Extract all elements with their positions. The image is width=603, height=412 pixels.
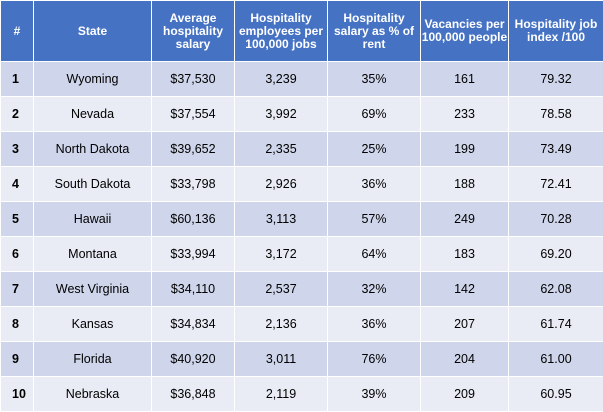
rent-pct-cell: 25% (327, 131, 421, 167)
rank-cell: 3 (0, 131, 34, 167)
table-row: 8 Kansas $34,834 2,136 36% 207 61.74 (0, 306, 603, 342)
table-row: 3 North Dakota $39,652 2,335 25% 199 73.49 (0, 131, 603, 167)
vacancies-cell: 207 (420, 306, 509, 342)
header-job-index: Hospitality job index /100 (508, 0, 603, 62)
rank-cell: 8 (0, 306, 34, 342)
vacancies-cell: 209 (420, 376, 509, 412)
vacancies-cell: 142 (420, 271, 509, 307)
salary-cell: $40,920 (151, 341, 235, 377)
vacancies-cell: 188 (420, 166, 509, 202)
employees-cell: 3,172 (234, 236, 328, 272)
index-cell: 78.58 (508, 96, 603, 132)
index-cell: 72.41 (508, 166, 603, 202)
header-employees-per-100k: Hospitality employees per 100,000 jobs (234, 0, 328, 62)
header-row: # State Average hospitality salary Hospi… (0, 0, 603, 62)
salary-cell: $34,834 (151, 306, 235, 342)
index-cell: 61.00 (508, 341, 603, 377)
table-row: 1 Wyoming $37,530 3,239 35% 161 79.32 (0, 61, 603, 97)
salary-cell: $33,994 (151, 236, 235, 272)
table-row: 6 Montana $33,994 3,172 64% 183 69.20 (0, 236, 603, 272)
employees-cell: 2,136 (234, 306, 328, 342)
index-cell: 70.28 (508, 201, 603, 237)
index-cell: 62.08 (508, 271, 603, 307)
employees-cell: 2,926 (234, 166, 328, 202)
header-salary-pct-rent: Hospitality salary as % of rent (327, 0, 421, 62)
table-row: 9 Florida $40,920 3,011 76% 204 61.00 (0, 341, 603, 377)
rent-pct-cell: 36% (327, 306, 421, 342)
vacancies-cell: 204 (420, 341, 509, 377)
salary-cell: $36,848 (151, 376, 235, 412)
rank-cell: 2 (0, 96, 34, 132)
table-body: 1 Wyoming $37,530 3,239 35% 161 79.32 2 Nevada $3… (0, 61, 603, 412)
rent-pct-cell: 39% (327, 376, 421, 412)
vacancies-cell: 183 (420, 236, 509, 272)
rank-cell: 5 (0, 201, 34, 237)
rent-pct-cell: 69% (327, 96, 421, 132)
table-row: 7 West Virginia $34,110 2,537 32% 142 62.08 (0, 271, 603, 307)
salary-cell: $33,798 (151, 166, 235, 202)
index-cell: 60.95 (508, 376, 603, 412)
rank-cell: 4 (0, 166, 34, 202)
index-cell: 73.49 (508, 131, 603, 167)
rent-pct-cell: 64% (327, 236, 421, 272)
state-cell: South Dakota (33, 166, 152, 202)
rank-cell: 7 (0, 271, 34, 307)
table-row: 2 Nevada $37,554 3,992 69% 233 78.58 (0, 96, 603, 132)
rank-cell: 1 (0, 61, 34, 97)
rank-cell: 10 (0, 376, 34, 412)
table-row: 5 Hawaii $60,136 3,113 57% 249 70.28 (0, 201, 603, 237)
employees-cell: 3,113 (234, 201, 328, 237)
state-cell: North Dakota (33, 131, 152, 167)
header-rank: # (0, 0, 34, 62)
state-cell: West Virginia (33, 271, 152, 307)
vacancies-cell: 249 (420, 201, 509, 237)
index-cell: 69.20 (508, 236, 603, 272)
state-cell: Wyoming (33, 61, 152, 97)
state-cell: Hawaii (33, 201, 152, 237)
employees-cell: 3,239 (234, 61, 328, 97)
salary-cell: $34,110 (151, 271, 235, 307)
table-row: 10 Nebraska $36,848 2,119 39% 209 60.95 (0, 376, 603, 412)
rent-pct-cell: 32% (327, 271, 421, 307)
state-cell: Nevada (33, 96, 152, 132)
rank-cell: 9 (0, 341, 34, 377)
state-cell: Kansas (33, 306, 152, 342)
employees-cell: 2,119 (234, 376, 328, 412)
state-cell: Montana (33, 236, 152, 272)
vacancies-cell: 161 (420, 61, 509, 97)
index-cell: 79.32 (508, 61, 603, 97)
employees-cell: 3,011 (234, 341, 328, 377)
salary-cell: $37,530 (151, 61, 235, 97)
table-row: 4 South Dakota $33,798 2,926 36% 188 72.41 (0, 166, 603, 202)
employees-cell: 3,992 (234, 96, 328, 132)
salary-cell: $37,554 (151, 96, 235, 132)
header-average-salary: Average hospitality salary (151, 0, 235, 62)
rank-cell: 6 (0, 236, 34, 272)
vacancies-cell: 233 (420, 96, 509, 132)
index-cell: 61.74 (508, 306, 603, 342)
rent-pct-cell: 35% (327, 61, 421, 97)
table-header: # State Average hospitality salary Hospi… (0, 0, 603, 62)
state-cell: Nebraska (33, 376, 152, 412)
salary-cell: $39,652 (151, 131, 235, 167)
rent-pct-cell: 76% (327, 341, 421, 377)
vacancies-cell: 199 (420, 131, 509, 167)
salary-cell: $60,136 (151, 201, 235, 237)
header-vacancies: Vacancies per 100,000 people (420, 0, 509, 62)
state-cell: Florida (33, 341, 152, 377)
employees-cell: 2,335 (234, 131, 328, 167)
rent-pct-cell: 57% (327, 201, 421, 237)
rent-pct-cell: 36% (327, 166, 421, 202)
employees-cell: 2,537 (234, 271, 328, 307)
header-state: State (33, 0, 152, 62)
